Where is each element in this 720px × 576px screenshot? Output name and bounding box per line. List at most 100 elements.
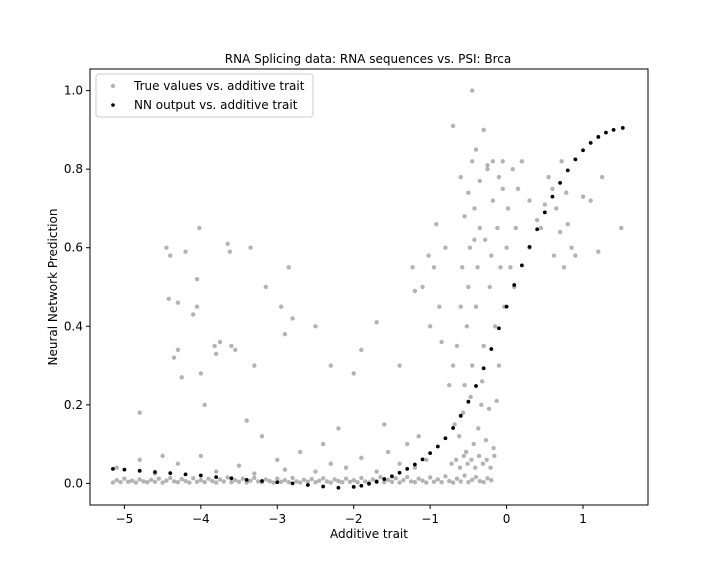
data-point bbox=[240, 476, 246, 481]
data-point bbox=[309, 476, 314, 482]
data-point bbox=[550, 194, 555, 199]
data-point bbox=[227, 249, 233, 254]
data-point bbox=[212, 343, 217, 349]
data-point bbox=[489, 347, 494, 351]
data-point bbox=[487, 284, 492, 290]
legend-label-nn-output: NN output vs. additive trait bbox=[134, 98, 298, 112]
data-point bbox=[463, 449, 469, 455]
data-point bbox=[472, 237, 477, 243]
data-point bbox=[397, 470, 402, 475]
data-point bbox=[324, 479, 330, 484]
data-point bbox=[160, 480, 165, 485]
data-point bbox=[198, 371, 204, 376]
data-point bbox=[482, 237, 488, 243]
data-point bbox=[462, 382, 467, 388]
data-point bbox=[458, 413, 463, 418]
data-point bbox=[145, 480, 150, 485]
data-point bbox=[114, 478, 119, 483]
series-true-values bbox=[110, 88, 624, 485]
data-point bbox=[527, 245, 532, 249]
data-point bbox=[252, 471, 257, 476]
data-point bbox=[194, 304, 200, 309]
data-point bbox=[160, 453, 165, 459]
data-point bbox=[328, 461, 333, 466]
data-point bbox=[397, 480, 402, 485]
data-point bbox=[469, 477, 475, 483]
data-point bbox=[187, 480, 192, 485]
data-point bbox=[351, 478, 356, 483]
data-point bbox=[489, 478, 494, 483]
data-point bbox=[420, 478, 425, 483]
data-point bbox=[320, 476, 326, 481]
data-point bbox=[424, 457, 429, 463]
data-point bbox=[233, 347, 238, 353]
y-axis: 0.0 0.2 0.4 0.6 0.8 1.0 bbox=[64, 84, 90, 490]
data-point bbox=[534, 218, 540, 223]
data-point bbox=[393, 476, 398, 481]
data-point bbox=[382, 422, 387, 427]
data-point bbox=[397, 363, 402, 368]
data-point bbox=[483, 437, 489, 443]
x-tick-label: −3 bbox=[268, 512, 286, 526]
data-point bbox=[492, 324, 498, 329]
data-point bbox=[152, 479, 158, 485]
data-point bbox=[166, 296, 171, 301]
data-point bbox=[546, 174, 551, 180]
data-point bbox=[244, 477, 249, 482]
data-point bbox=[519, 159, 525, 164]
data-point bbox=[488, 465, 493, 470]
data-point bbox=[385, 449, 391, 455]
data-point bbox=[477, 478, 483, 484]
data-point bbox=[472, 206, 477, 211]
data-point bbox=[225, 475, 230, 480]
data-point bbox=[221, 479, 226, 484]
data-point bbox=[476, 426, 481, 431]
data-point bbox=[214, 475, 219, 480]
data-point bbox=[484, 457, 489, 463]
data-point bbox=[367, 481, 371, 486]
data-point bbox=[604, 130, 608, 135]
data-point bbox=[465, 461, 470, 466]
data-point bbox=[313, 324, 318, 329]
data-point bbox=[565, 168, 570, 173]
data-point bbox=[340, 480, 345, 485]
data-point bbox=[573, 157, 578, 162]
data-point bbox=[359, 475, 364, 481]
data-point bbox=[229, 343, 234, 349]
data-point bbox=[343, 476, 349, 481]
data-point bbox=[290, 316, 295, 321]
data-point bbox=[512, 283, 517, 287]
data-point bbox=[447, 382, 452, 388]
data-point bbox=[435, 444, 440, 449]
data-point bbox=[451, 426, 455, 430]
data-point bbox=[175, 480, 181, 485]
data-point bbox=[596, 135, 601, 139]
data-point bbox=[168, 475, 173, 481]
series-nn-output bbox=[111, 126, 625, 490]
data-point bbox=[405, 474, 410, 480]
data-point bbox=[217, 339, 223, 345]
data-point bbox=[492, 453, 497, 459]
data-point bbox=[564, 190, 569, 195]
data-point bbox=[278, 304, 284, 309]
data-point bbox=[454, 476, 460, 481]
data-point bbox=[559, 159, 564, 164]
data-point bbox=[175, 461, 181, 466]
data-point bbox=[466, 399, 471, 404]
data-point bbox=[485, 476, 490, 481]
data-point bbox=[114, 465, 119, 470]
data-point bbox=[202, 480, 207, 485]
legend-label-true-values: True values vs. additive trait bbox=[133, 79, 305, 93]
data-point bbox=[460, 265, 465, 270]
data-point bbox=[489, 253, 494, 258]
data-point bbox=[412, 480, 418, 485]
data-point bbox=[431, 265, 437, 270]
data-point bbox=[198, 453, 204, 459]
data-point bbox=[434, 221, 439, 227]
data-point bbox=[351, 485, 356, 489]
x-tick-label: −5 bbox=[116, 512, 134, 526]
data-point bbox=[494, 398, 499, 404]
data-point bbox=[286, 265, 291, 270]
data-point bbox=[359, 347, 364, 353]
data-point bbox=[198, 478, 204, 483]
